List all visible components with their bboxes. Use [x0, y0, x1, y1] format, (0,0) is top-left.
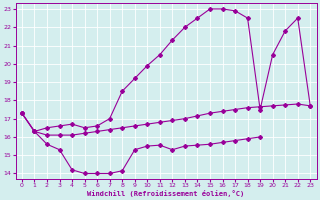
X-axis label: Windchill (Refroidissement éolien,°C): Windchill (Refroidissement éolien,°C)	[87, 190, 245, 197]
